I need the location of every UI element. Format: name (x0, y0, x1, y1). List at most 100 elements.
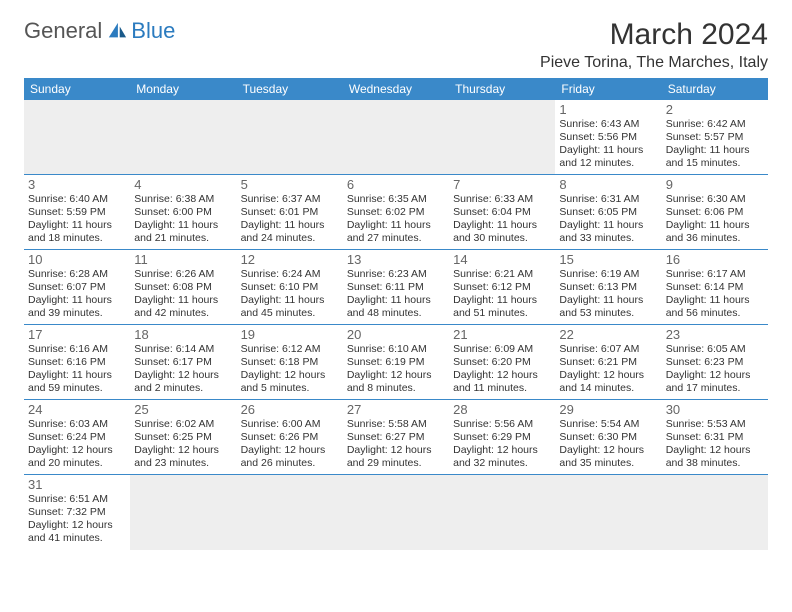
daylight-text: Daylight: 12 hours and 5 minutes. (241, 369, 339, 395)
calendar-day-cell: 7Sunrise: 6:33 AMSunset: 6:04 PMDaylight… (449, 175, 555, 250)
day-number: 28 (453, 402, 551, 418)
day-number: 4 (134, 177, 232, 193)
day-number: 24 (28, 402, 126, 418)
weekday-header: Sunday (24, 78, 130, 100)
daylight-text: Daylight: 11 hours and 30 minutes. (453, 219, 551, 245)
day-number: 26 (241, 402, 339, 418)
calendar-week-row: 31Sunrise: 6:51 AMSunset: 7:32 PMDayligh… (24, 475, 768, 550)
sunrise-text: Sunrise: 6:40 AM (28, 193, 126, 206)
daylight-text: Daylight: 12 hours and 35 minutes. (559, 444, 657, 470)
calendar-day-cell: 15Sunrise: 6:19 AMSunset: 6:13 PMDayligh… (555, 250, 661, 325)
weekday-header: Monday (130, 78, 236, 100)
title-block: March 2024 Pieve Torina, The Marches, It… (540, 18, 768, 72)
sunrise-text: Sunrise: 6:42 AM (666, 118, 764, 131)
sunset-text: Sunset: 6:07 PM (28, 281, 126, 294)
day-number: 22 (559, 327, 657, 343)
sunset-text: Sunset: 6:04 PM (453, 206, 551, 219)
calendar-day-cell: 21Sunrise: 6:09 AMSunset: 6:20 PMDayligh… (449, 325, 555, 400)
day-number: 8 (559, 177, 657, 193)
daylight-text: Daylight: 11 hours and 39 minutes. (28, 294, 126, 320)
sunrise-text: Sunrise: 6:19 AM (559, 268, 657, 281)
daylight-text: Daylight: 12 hours and 38 minutes. (666, 444, 764, 470)
daylight-text: Daylight: 12 hours and 14 minutes. (559, 369, 657, 395)
calendar-blank-cell (555, 475, 661, 550)
calendar-week-row: 10Sunrise: 6:28 AMSunset: 6:07 PMDayligh… (24, 250, 768, 325)
page-title: March 2024 (540, 18, 768, 52)
sunset-text: Sunset: 6:29 PM (453, 431, 551, 444)
sunrise-text: Sunrise: 5:53 AM (666, 418, 764, 431)
calendar-day-cell: 27Sunrise: 5:58 AMSunset: 6:27 PMDayligh… (343, 400, 449, 475)
daylight-text: Daylight: 11 hours and 56 minutes. (666, 294, 764, 320)
calendar-day-cell: 22Sunrise: 6:07 AMSunset: 6:21 PMDayligh… (555, 325, 661, 400)
sunrise-text: Sunrise: 6:09 AM (453, 343, 551, 356)
sunrise-text: Sunrise: 6:37 AM (241, 193, 339, 206)
logo-text-blue: Blue (131, 18, 175, 44)
calendar-week-row: 17Sunrise: 6:16 AMSunset: 6:16 PMDayligh… (24, 325, 768, 400)
sunrise-text: Sunrise: 6:35 AM (347, 193, 445, 206)
calendar-blank-cell (662, 475, 768, 550)
calendar-day-cell: 29Sunrise: 5:54 AMSunset: 6:30 PMDayligh… (555, 400, 661, 475)
weekday-header: Wednesday (343, 78, 449, 100)
sunrise-text: Sunrise: 5:54 AM (559, 418, 657, 431)
sunrise-text: Sunrise: 6:31 AM (559, 193, 657, 206)
calendar-day-cell: 25Sunrise: 6:02 AMSunset: 6:25 PMDayligh… (130, 400, 236, 475)
weekday-header: Saturday (662, 78, 768, 100)
sunrise-text: Sunrise: 6:43 AM (559, 118, 657, 131)
day-number: 21 (453, 327, 551, 343)
calendar-day-cell: 12Sunrise: 6:24 AMSunset: 6:10 PMDayligh… (237, 250, 343, 325)
daylight-text: Daylight: 11 hours and 48 minutes. (347, 294, 445, 320)
day-number: 9 (666, 177, 764, 193)
calendar-week-row: 1Sunrise: 6:43 AMSunset: 5:56 PMDaylight… (24, 100, 768, 175)
daylight-text: Daylight: 11 hours and 27 minutes. (347, 219, 445, 245)
sunrise-text: Sunrise: 6:26 AM (134, 268, 232, 281)
sunrise-text: Sunrise: 6:21 AM (453, 268, 551, 281)
daylight-text: Daylight: 12 hours and 23 minutes. (134, 444, 232, 470)
sunrise-text: Sunrise: 6:12 AM (241, 343, 339, 356)
day-number: 20 (347, 327, 445, 343)
sunrise-text: Sunrise: 6:23 AM (347, 268, 445, 281)
day-number: 31 (28, 477, 126, 493)
calendar-day-cell: 10Sunrise: 6:28 AMSunset: 6:07 PMDayligh… (24, 250, 130, 325)
calendar-day-cell: 28Sunrise: 5:56 AMSunset: 6:29 PMDayligh… (449, 400, 555, 475)
sunset-text: Sunset: 7:32 PM (28, 506, 126, 519)
daylight-text: Daylight: 11 hours and 59 minutes. (28, 369, 126, 395)
sunrise-text: Sunrise: 6:03 AM (28, 418, 126, 431)
sunset-text: Sunset: 6:10 PM (241, 281, 339, 294)
calendar-week-row: 24Sunrise: 6:03 AMSunset: 6:24 PMDayligh… (24, 400, 768, 475)
sunrise-text: Sunrise: 6:24 AM (241, 268, 339, 281)
day-number: 13 (347, 252, 445, 268)
sunset-text: Sunset: 6:12 PM (453, 281, 551, 294)
calendar-day-cell: 11Sunrise: 6:26 AMSunset: 6:08 PMDayligh… (130, 250, 236, 325)
calendar-blank-cell (130, 100, 236, 175)
day-number: 18 (134, 327, 232, 343)
daylight-text: Daylight: 11 hours and 53 minutes. (559, 294, 657, 320)
calendar-week-row: 3Sunrise: 6:40 AMSunset: 5:59 PMDaylight… (24, 175, 768, 250)
daylight-text: Daylight: 12 hours and 17 minutes. (666, 369, 764, 395)
sunset-text: Sunset: 6:13 PM (559, 281, 657, 294)
sunset-text: Sunset: 6:26 PM (241, 431, 339, 444)
sunset-text: Sunset: 6:11 PM (347, 281, 445, 294)
day-number: 1 (559, 102, 657, 118)
sunset-text: Sunset: 5:56 PM (559, 131, 657, 144)
daylight-text: Daylight: 12 hours and 32 minutes. (453, 444, 551, 470)
logo: General Blue (24, 18, 175, 44)
day-number: 14 (453, 252, 551, 268)
calendar-blank-cell (237, 100, 343, 175)
day-number: 11 (134, 252, 232, 268)
day-number: 27 (347, 402, 445, 418)
sunrise-text: Sunrise: 6:17 AM (666, 268, 764, 281)
calendar-blank-cell (343, 100, 449, 175)
header: General Blue March 2024 Pieve Torina, Th… (24, 18, 768, 72)
sunrise-text: Sunrise: 6:28 AM (28, 268, 126, 281)
calendar-day-cell: 23Sunrise: 6:05 AMSunset: 6:23 PMDayligh… (662, 325, 768, 400)
sunrise-text: Sunrise: 5:58 AM (347, 418, 445, 431)
daylight-text: Daylight: 11 hours and 45 minutes. (241, 294, 339, 320)
calendar-day-cell: 9Sunrise: 6:30 AMSunset: 6:06 PMDaylight… (662, 175, 768, 250)
calendar-day-cell: 5Sunrise: 6:37 AMSunset: 6:01 PMDaylight… (237, 175, 343, 250)
calendar-day-cell: 14Sunrise: 6:21 AMSunset: 6:12 PMDayligh… (449, 250, 555, 325)
sunset-text: Sunset: 6:06 PM (666, 206, 764, 219)
sunrise-text: Sunrise: 6:33 AM (453, 193, 551, 206)
daylight-text: Daylight: 11 hours and 21 minutes. (134, 219, 232, 245)
calendar-day-cell: 8Sunrise: 6:31 AMSunset: 6:05 PMDaylight… (555, 175, 661, 250)
calendar-blank-cell (449, 475, 555, 550)
